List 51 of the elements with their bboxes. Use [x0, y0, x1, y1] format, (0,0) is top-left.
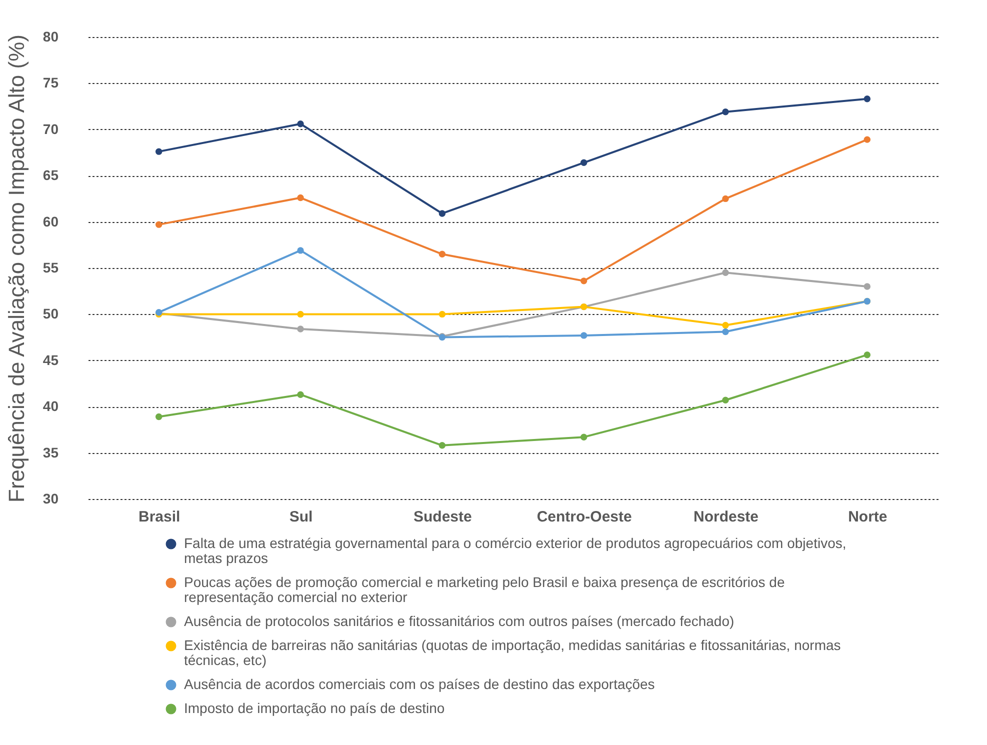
- point: [155, 413, 162, 420]
- legend-label: Poucas ações de promoção comercial e marketing pelo Brasil e baixa presença de escritórios de representação comercial no exterior: [184, 574, 785, 605]
- point: [155, 148, 162, 155]
- point: [438, 210, 446, 217]
- y-tick-label: 45: [42, 352, 59, 368]
- point: [297, 120, 304, 128]
- point: [297, 247, 304, 254]
- legend-label: Existência de barreiras não sanitárias (quotas de importação, medidas sanitárias e fitossanitárias, normas técnicas, etc): [184, 637, 841, 668]
- y-tick-label: 60: [42, 213, 59, 230]
- point: [722, 322, 729, 329]
- y-tick-label: 50: [42, 306, 59, 322]
- x-tick-label: Nordeste: [693, 508, 759, 526]
- point: [580, 159, 588, 166]
- x-tick-label: Sudeste: [413, 508, 472, 526]
- y-tick-label: 80: [42, 28, 59, 44]
- x-tick-label: Sul: [289, 508, 313, 526]
- point: [722, 396, 729, 404]
- point: [864, 96, 871, 102]
- point: [722, 328, 729, 336]
- y-tick-label: 40: [42, 398, 59, 414]
- y-tick-label: 70: [42, 120, 59, 137]
- x-tick-label: Centro-Oeste: [536, 508, 632, 526]
- y-tick-label: 30: [42, 490, 59, 506]
- point: [580, 434, 588, 440]
- point: [722, 108, 729, 116]
- point: [297, 326, 304, 332]
- y-tick-label: 55: [42, 260, 59, 276]
- point: [438, 310, 446, 318]
- point: [864, 352, 871, 358]
- point: [297, 391, 304, 398]
- point: [722, 269, 729, 276]
- legend-label: Ausência de acordos comerciais com os países de destino das exportações: [184, 676, 655, 692]
- x-tick-label: Brasil: [138, 508, 180, 526]
- point: [297, 310, 304, 318]
- point: [580, 332, 588, 339]
- legend-label: Falta de uma estratégia governamental para o comércio exterior de produtos agropecuários com objetivos, metas prazos: [184, 535, 846, 566]
- point: [155, 221, 162, 228]
- y-tick-label: 65: [42, 167, 59, 184]
- point: [864, 283, 871, 290]
- point: [580, 278, 588, 284]
- legend-label: Imposto de importação no país de destino: [184, 700, 445, 716]
- point: [864, 136, 871, 143]
- y-axis-title: Frequência de Avaliação como Impacto Alto (%): [4, 34, 29, 502]
- point: [297, 194, 304, 202]
- legend-label: Ausência de protocolos sanitários e fitossanitários com outros países (mercado fechado): [184, 613, 734, 629]
- y-tick-label: 75: [42, 74, 59, 91]
- point: [722, 195, 729, 202]
- point: [438, 250, 446, 258]
- point: [438, 442, 446, 449]
- x-tick-label: Norte: [848, 508, 888, 526]
- y-tick-label: 35: [42, 444, 59, 460]
